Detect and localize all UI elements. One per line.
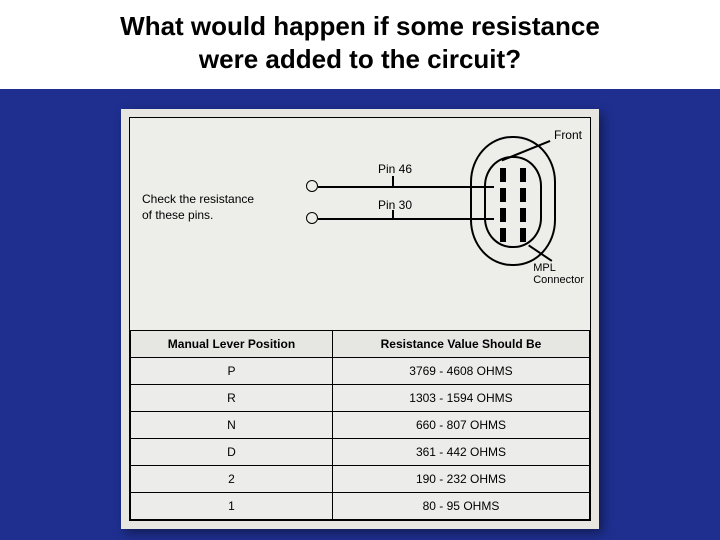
probe-lead [306,212,318,224]
diagram-area: Check the resistance of these pins. [130,118,590,330]
figure-panel: Check the resistance of these pins. [129,117,591,521]
connector-pin [500,168,506,182]
col-header-resistance: Resistance Value Should Be [332,331,589,358]
title-line-2: were added to the circuit? [199,44,521,74]
table-row: R 1303 - 1594 OHMS [131,385,590,412]
table-row: D 361 - 442 OHMS [131,439,590,466]
table-row: 2 190 - 232 OHMS [131,466,590,493]
table-body: P 3769 - 4608 OHMS R 1303 - 1594 OHMS N … [131,358,590,520]
connector-inner [484,156,542,248]
table-row: 1 80 - 95 OHMS [131,493,590,520]
figure-container: Check the resistance of these pins. [0,109,720,529]
connector-pin [500,228,506,242]
connector-pin [500,208,506,222]
table-header-row: Manual Lever Position Resistance Value S… [131,331,590,358]
resistance-table: Manual Lever Position Resistance Value S… [130,330,590,520]
table-row: P 3769 - 4608 OHMS [131,358,590,385]
wire [344,218,494,220]
connector-pin [520,188,526,202]
connector-pin [520,228,526,242]
pin-tick [392,210,394,218]
wire [318,218,344,220]
front-label: Front [554,128,582,142]
table-row: N 660 - 807 OHMS [131,412,590,439]
mpl-connector-label: MPL Connector [533,262,584,286]
pin46-label: Pin 46 [378,162,412,176]
wire [344,186,494,188]
pin30-label: Pin 30 [378,198,412,212]
title-line-1: What would happen if some resistance [120,11,600,41]
pin-tick [392,176,394,186]
wire [318,186,344,188]
slide-title: What would happen if some resistance wer… [0,0,720,89]
probe-lead [306,180,318,192]
instruction-text: Check the resistance of these pins. [142,192,254,223]
connector-pin [520,208,526,222]
connector-pin [520,168,526,182]
figure-paper: Check the resistance of these pins. [121,109,599,529]
col-header-position: Manual Lever Position [131,331,333,358]
connector-pin [500,188,506,202]
